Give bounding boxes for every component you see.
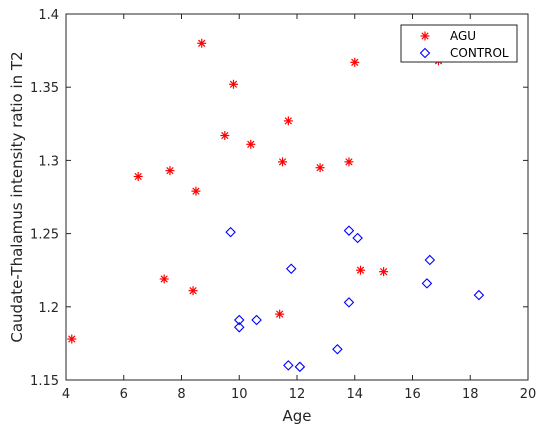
legend-agu-marker xyxy=(420,31,430,41)
agu-point xyxy=(159,274,169,284)
control-point xyxy=(283,360,294,371)
x-tick-label: 14 xyxy=(346,387,363,402)
control-point xyxy=(225,226,236,238)
agu-point xyxy=(67,334,77,344)
control-point xyxy=(233,314,245,326)
agu-point xyxy=(197,38,207,48)
control-point xyxy=(343,297,355,308)
agu-point xyxy=(165,166,175,176)
x-tick-label: 12 xyxy=(289,387,306,402)
agu-point xyxy=(220,131,230,141)
x-tick-label: 10 xyxy=(231,387,248,402)
agu-point xyxy=(278,157,288,167)
control-point xyxy=(233,322,245,333)
y-tick-label: 1.2 xyxy=(38,301,59,316)
agu-point xyxy=(350,57,360,67)
control-point xyxy=(285,263,297,275)
y-tick-label: 1.35 xyxy=(30,81,59,96)
agu-point xyxy=(246,139,256,149)
control-point xyxy=(473,289,485,301)
agu-point xyxy=(344,157,354,167)
agu-point xyxy=(379,267,389,277)
y-tick-label: 1.15 xyxy=(30,374,59,389)
control-point xyxy=(251,314,262,326)
control-point xyxy=(424,254,436,266)
y-tick-label: 1.3 xyxy=(38,154,59,169)
y-axis-label: Caudate-Thalamus intensity ratio in T2 xyxy=(8,51,26,342)
x-tick-label: 4 xyxy=(62,387,70,402)
x-tick-label: 8 xyxy=(177,387,185,402)
y-tick-label: 1.4 xyxy=(38,8,59,23)
agu-point xyxy=(283,116,293,126)
x-tick-label: 18 xyxy=(462,387,479,402)
legend-control-label: CONTROL xyxy=(450,46,509,60)
agu-point xyxy=(191,186,201,196)
agu-point xyxy=(356,265,366,275)
axes: 4 6 8 10 12 14 16 18 20 1.15 1.2 1.25 1.3 1.35 1.4 xyxy=(30,8,536,402)
agu-point xyxy=(275,309,285,319)
x-tick-label: 6 xyxy=(120,387,128,402)
control-point xyxy=(332,343,343,355)
control-point xyxy=(343,225,355,236)
x-axis-label: Age xyxy=(282,407,311,425)
legend-agu-label: AGU xyxy=(450,29,476,43)
y-tick-label: 1.25 xyxy=(30,228,59,243)
x-tick-label: 16 xyxy=(404,387,421,402)
control-point xyxy=(294,361,306,373)
control-point xyxy=(421,278,433,289)
control-point xyxy=(352,232,363,244)
legend: AGU CONTROL xyxy=(400,24,518,63)
legend-box xyxy=(400,24,518,63)
x-tick-label: 20 xyxy=(520,387,537,402)
legend-control-marker xyxy=(419,47,431,59)
agu-point xyxy=(188,286,198,296)
agu-point xyxy=(133,172,143,182)
agu-point xyxy=(315,163,325,173)
agu-point xyxy=(228,79,238,89)
